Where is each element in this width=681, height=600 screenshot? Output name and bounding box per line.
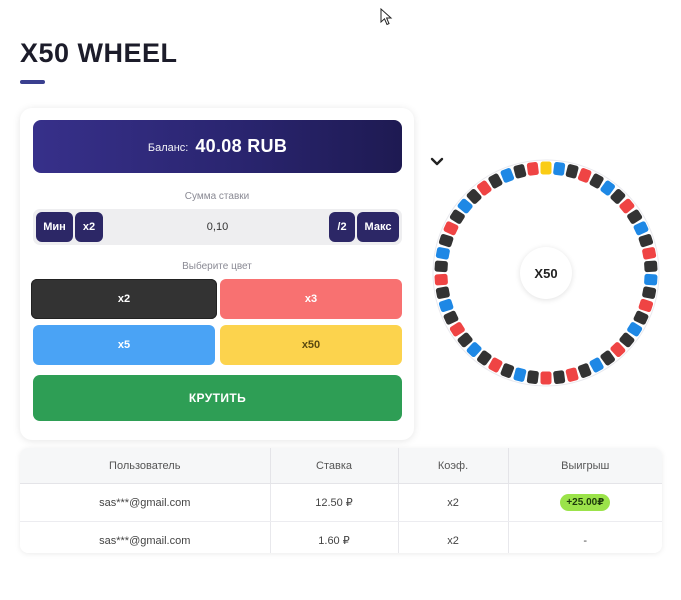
- row-bet: 12.50 ₽: [270, 483, 399, 522]
- row-user: sas***@gmail.com: [20, 483, 271, 522]
- wheel-segment-x3: [449, 322, 465, 337]
- wheel-segment-x2: [633, 310, 649, 325]
- wheel-segment-x2: [577, 363, 592, 378]
- bet-min-button[interactable]: Мин: [36, 212, 73, 242]
- wheel-segment-x3: [577, 168, 592, 183]
- wheel-segment-x5: [600, 180, 615, 196]
- bet-max-button[interactable]: Макс: [357, 212, 399, 242]
- win-badge: +25.00₽: [560, 494, 611, 511]
- wheel-segment-x2: [443, 310, 459, 325]
- wheel-segment-x5: [466, 342, 482, 358]
- bet-amount-control: Мин x2 0,10 /2 Макс: [33, 209, 402, 245]
- mouse-cursor-icon: [380, 8, 393, 26]
- game-panel: Баланс: 40.08 RUB Сумма ставки Мин x2 0,…: [20, 108, 414, 440]
- wheel-segment-x5: [500, 168, 515, 183]
- wheel-segment-x2: [466, 188, 482, 204]
- header-coef: Коэф.: [398, 448, 509, 484]
- row-coef: x2: [398, 521, 509, 553]
- row-user: sas***@gmail.com: [20, 521, 271, 553]
- wheel-segment-x5: [553, 161, 566, 176]
- choose-color-label: Выберите цвет: [182, 261, 252, 272]
- wheel-segment-x2: [610, 188, 626, 204]
- wheel-segment-x5: [438, 298, 454, 313]
- wheel-segment-x50: [540, 161, 552, 175]
- wheel-segment-x2: [488, 173, 503, 189]
- wheel-segment-x2: [600, 350, 615, 366]
- row-bet: 1.60 ₽: [270, 521, 399, 553]
- wheel-segment-x2: [627, 209, 643, 224]
- balance-value: 40.08 RUB: [195, 136, 288, 156]
- spin-button[interactable]: КРУТИТЬ: [33, 375, 402, 421]
- wheel-segment-x2: [449, 209, 465, 224]
- wheel-segment-x3: [638, 298, 654, 313]
- wheel-segment-x2: [644, 260, 658, 273]
- wheel-segment-x3: [642, 247, 657, 260]
- page-title: X50 WHEEL: [20, 38, 178, 68]
- wheel-segment-x2: [638, 233, 654, 248]
- wheel-segment-x3: [443, 221, 459, 236]
- table-row: sas***@gmail.com 1.60 ₽ x2 -: [20, 521, 662, 553]
- row-coef: x2: [398, 483, 509, 522]
- bet-half-button[interactable]: /2: [329, 212, 355, 242]
- wheel-segment-x2: [589, 173, 604, 189]
- wheel-segment-x3: [488, 357, 503, 373]
- wheel-segment-x2: [553, 370, 566, 385]
- balance-label: Баланс:: [147, 142, 189, 154]
- wheel-segment-x2: [434, 260, 448, 273]
- wheel-segment-x2: [619, 332, 635, 348]
- wheel-segment-x3: [619, 198, 635, 214]
- wheel-segment-x3: [540, 371, 552, 385]
- wheel-segment-x2: [457, 332, 473, 348]
- wheel-segment-x2: [435, 286, 450, 299]
- wheel-segment-x5: [435, 247, 450, 260]
- chevron-down-icon: [430, 157, 444, 166]
- wheel-segment-x2: [642, 286, 657, 299]
- wheel-segment-x2: [500, 363, 515, 378]
- wheel-segment-x5: [633, 221, 649, 236]
- wheel-segment-x5: [457, 198, 473, 214]
- bet-double-button[interactable]: x2: [75, 212, 103, 242]
- wheel-segment-x5: [513, 367, 527, 382]
- bet-amount-input[interactable]: 0,10: [206, 221, 229, 233]
- wheel-segment-x3: [610, 342, 626, 358]
- bet-amount-label: Сумма ставки: [184, 191, 250, 202]
- color-x2-button[interactable]: x2: [31, 279, 217, 319]
- title-underline: [20, 80, 45, 84]
- wheel-segment-x2: [513, 164, 527, 179]
- balance-bar: Баланс: 40.08 RUB: [33, 120, 402, 173]
- table-header-row: Пользователь Ставка Коэф. Выигрыш: [20, 448, 662, 484]
- wheel-segment-x5: [589, 357, 604, 373]
- wheel-segment-x2: [477, 350, 492, 366]
- wheel-segment-x3: [477, 180, 492, 196]
- wheel-center-label: X50: [520, 247, 572, 299]
- wheel-segment-x5: [644, 273, 658, 286]
- header-win: Выигрыш: [508, 448, 662, 484]
- color-x3-button[interactable]: x3: [220, 279, 402, 319]
- wheel-segment-x3: [565, 367, 579, 382]
- wheel-segment-x5: [627, 322, 643, 337]
- header-user: Пользователь: [20, 448, 271, 484]
- color-x50-button[interactable]: x50: [220, 325, 402, 365]
- wheel-segment-x2: [565, 164, 579, 179]
- row-win: +25.00₽: [508, 483, 662, 522]
- wheel-segment-x3: [526, 161, 539, 176]
- wheel-segment-x2: [526, 370, 539, 385]
- wheel: X50: [430, 157, 662, 389]
- header-bet: Ставка: [270, 448, 399, 484]
- bets-history-table: Пользователь Ставка Коэф. Выигрыш sas***…: [20, 448, 662, 553]
- row-win: -: [508, 521, 662, 553]
- wheel-segment-x3: [434, 273, 448, 286]
- table-row: sas***@gmail.com 12.50 ₽ x2 +25.00₽: [20, 483, 662, 522]
- color-x5-button[interactable]: x5: [33, 325, 215, 365]
- wheel-segment-x2: [438, 233, 454, 248]
